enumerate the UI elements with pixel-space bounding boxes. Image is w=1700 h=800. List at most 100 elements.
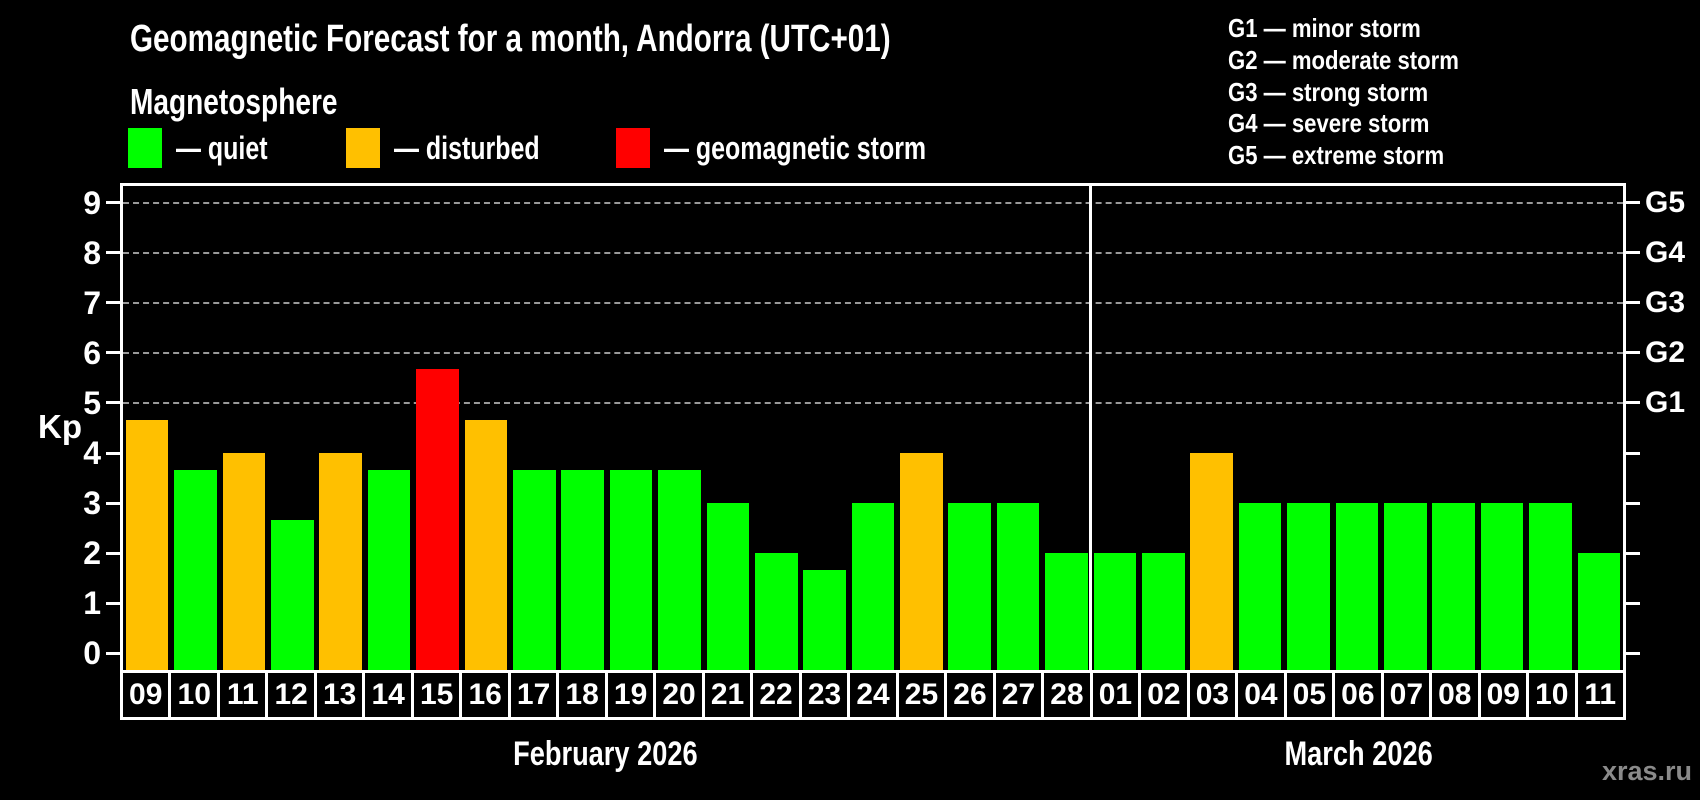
g-axis-label: G3 [1645, 285, 1686, 319]
day-label: 15 [410, 673, 459, 717]
day-label: 06 [1332, 673, 1380, 717]
kp-bar-chart: 0 1 2 3 4 5 6 7 8 9 G1 G2 G3 G4 G5 [83, 183, 1685, 670]
y-tick-label: 2 [83, 535, 101, 572]
y-tick-label: 1 [83, 585, 101, 622]
day-label: 05 [1283, 673, 1332, 717]
y-tick [1626, 451, 1640, 455]
kp-bar [174, 469, 217, 670]
day-label: 12 [265, 673, 313, 717]
y-tick [1626, 201, 1640, 205]
gridline [123, 251, 1623, 254]
kp-bar [1045, 553, 1088, 670]
kp-bar [948, 503, 992, 670]
day-label: 22 [750, 673, 798, 717]
day-label: 09 [129, 678, 163, 711]
kp-bar [754, 553, 798, 670]
day-label: 25 [895, 673, 944, 717]
kp-bar [900, 453, 943, 670]
kp-bar [1383, 503, 1427, 670]
day-label: 03 [1186, 673, 1235, 717]
kp-bar [1577, 553, 1621, 670]
day-label: 16 [459, 673, 507, 717]
y-tick [1626, 651, 1640, 655]
day-label: 13 [313, 673, 362, 717]
y-tick [1626, 351, 1640, 355]
y-tick-label: 6 [83, 334, 101, 371]
legend-item-quiet: — quiet [128, 128, 293, 168]
day-label: 04 [1235, 673, 1283, 717]
y-tick [1626, 501, 1640, 505]
day-label: 10 [168, 673, 216, 717]
day-label-row: 09 10 11 12 13 14 15 16 17 18 19 20 21 22 23 24 25 26 27 28… [120, 670, 1626, 720]
kp-bar [851, 503, 895, 670]
kp-bar [464, 419, 508, 670]
gridline [123, 301, 1623, 304]
kp-bar [996, 503, 1040, 670]
kp-bar [1529, 503, 1572, 670]
kp-bar [1432, 503, 1475, 670]
day-label: 28 [1041, 673, 1089, 717]
y-tick [106, 301, 120, 305]
day-label: 11 [1574, 673, 1623, 717]
day-label: 08 [1429, 673, 1477, 717]
kp-bar [706, 503, 750, 670]
kp-bar [513, 469, 556, 670]
day-label: 09 [1477, 673, 1526, 717]
legend-label-quiet: — quiet [176, 130, 268, 166]
y-tick [106, 251, 120, 255]
y-tick [1626, 251, 1640, 255]
kp-bar [1287, 503, 1330, 670]
kp-bar [271, 519, 314, 670]
y-tick [106, 201, 120, 205]
y-tick [106, 501, 120, 505]
y-tick [106, 451, 120, 455]
g-legend-line: G5 — extreme storm [1228, 140, 1445, 171]
day-label: 20 [653, 673, 701, 717]
y-tick [1626, 301, 1640, 305]
kp-bar [1480, 503, 1524, 670]
day-label: 19 [604, 673, 653, 717]
kp-axis-title: Kp [38, 408, 82, 445]
day-label: 14 [362, 673, 410, 717]
day-label: 26 [944, 673, 992, 717]
day-label: 11 [216, 673, 265, 717]
y-tick-label: 5 [83, 384, 101, 421]
kp-bar [1238, 503, 1282, 670]
y-tick [106, 551, 120, 555]
month-label-march: March 2026 [1284, 735, 1433, 773]
g-scale-legend: G1 — minor storm G2 — moderate storm G3 … [1228, 13, 1500, 172]
g-axis-label: G4 [1645, 235, 1686, 269]
month-separator [1089, 186, 1093, 670]
y-tick [106, 351, 120, 355]
legend-label-storm: — geomagnetic storm [664, 130, 927, 166]
g-legend-line: G2 — moderate storm [1228, 44, 1459, 75]
quiet-swatch [128, 128, 162, 168]
chart-subtitle: Magnetosphere [130, 81, 338, 122]
gridline [123, 201, 1623, 204]
day-label: 24 [847, 673, 895, 717]
g-legend-line: G3 — strong storm [1228, 76, 1429, 107]
y-tick [1626, 401, 1640, 405]
page-title: Geomagnetic Forecast for a month, Andorr… [130, 18, 891, 60]
disturbed-swatch [346, 128, 380, 168]
kp-bar [803, 569, 846, 670]
g-axis-label: G5 [1645, 185, 1686, 219]
kp-bar [416, 369, 459, 670]
y-tick-label: 0 [83, 635, 101, 672]
kp-bar [1335, 503, 1379, 670]
day-label: 02 [1138, 673, 1186, 717]
kp-bar [658, 469, 701, 670]
g-legend-line: G4 — severe storm [1228, 108, 1430, 139]
kp-bar [561, 469, 604, 670]
day-label: 18 [556, 673, 604, 717]
watermark: xras.ru [1601, 756, 1692, 786]
legend-label-disturbed: — disturbed [394, 130, 540, 166]
kp-bar [125, 419, 169, 670]
y-tick-label: 3 [83, 485, 101, 522]
day-label: 27 [992, 673, 1041, 717]
y-tick-label: 9 [83, 184, 101, 221]
day-label: 21 [701, 673, 750, 717]
day-label: 10 [1526, 673, 1574, 717]
day-label: 23 [798, 673, 847, 717]
